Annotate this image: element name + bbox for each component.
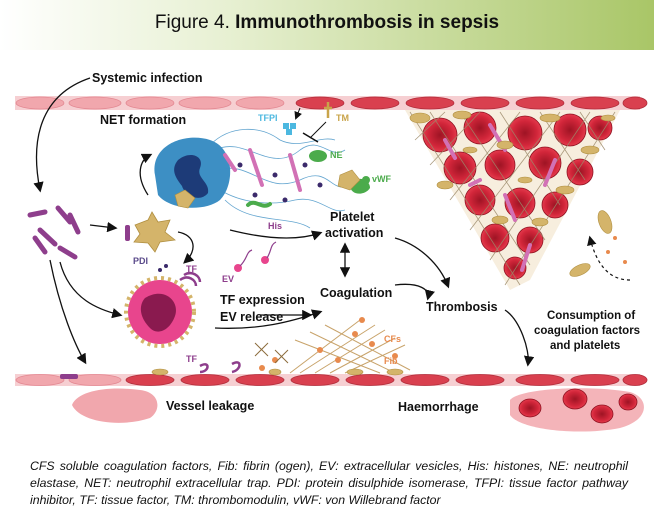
thrombus-icon (405, 110, 620, 290)
figure-title: Figure 4. Immunothrombosis in sepsis (0, 12, 654, 34)
platelet-cluster (174, 169, 361, 209)
label-tf-top: TF (186, 264, 197, 274)
monocyte-icon (124, 271, 202, 348)
cross-marks (254, 342, 289, 364)
label-coagulation: Coagulation (320, 286, 392, 300)
bottom-vessel-wall (15, 374, 648, 386)
label-consumption-1: Consumption of (547, 310, 635, 322)
vessel-leakage-icon (72, 388, 158, 423)
label-cfs: CFs (384, 334, 401, 344)
label-net-formation: NET formation (100, 113, 186, 127)
label-consumption-2: coagulation factors (534, 325, 640, 337)
label-ne: NE (330, 150, 343, 160)
title-banner (0, 0, 654, 50)
ne-molecule (309, 150, 327, 162)
flow-arrows (33, 77, 535, 367)
figure-caption: CFS soluble coagulation factors, Fib: fi… (30, 459, 628, 507)
label-thrombosis: Thrombosis (426, 300, 498, 314)
label-tf-bottom: TF (186, 354, 197, 364)
label-ev-release: EV release (220, 310, 283, 324)
label-ev: EV (222, 274, 234, 284)
bottom-platelets (151, 368, 404, 376)
ev-icon (234, 241, 277, 272)
immunothrombosis-diagram: Systemic infection NET formation TFPI TM… (15, 71, 648, 432)
tfpi-molecule (283, 123, 296, 135)
label-tfpi: TFPI (258, 113, 278, 123)
fibrin-mesh-icon (289, 319, 411, 374)
red-blood-cell-icon (510, 388, 644, 432)
label-activation: activation (325, 226, 383, 240)
consumption-arrow (587, 235, 631, 281)
label-fib: Fib (384, 356, 398, 366)
tf-markers (199, 361, 241, 374)
label-systemic-infection: Systemic infection (92, 71, 202, 85)
tm-molecule (324, 102, 332, 118)
label-vwf: vWF (372, 174, 392, 184)
tm-inhibit-line (309, 121, 327, 139)
label-tf-expression: TF expression (220, 293, 305, 307)
label-vessel-leakage: Vessel leakage (166, 399, 254, 413)
label-his: His (268, 221, 282, 231)
cfs-dots (259, 317, 398, 371)
label-pdi: PDI (133, 256, 148, 266)
figure-title-text: Immunothrombosis in sepsis (235, 12, 500, 33)
bacteria-icon (27, 205, 81, 260)
label-haemorrhage: Haemorrhage (398, 400, 479, 414)
label-platelet: Platelet (330, 210, 375, 224)
figure-prefix: Figure 4. (154, 12, 230, 33)
platelet-icon (125, 211, 176, 272)
free-platelets (569, 210, 627, 277)
neutrophil-icon (154, 128, 351, 229)
label-consumption-3: and platelets (550, 340, 620, 352)
label-tm: TM (336, 113, 349, 123)
